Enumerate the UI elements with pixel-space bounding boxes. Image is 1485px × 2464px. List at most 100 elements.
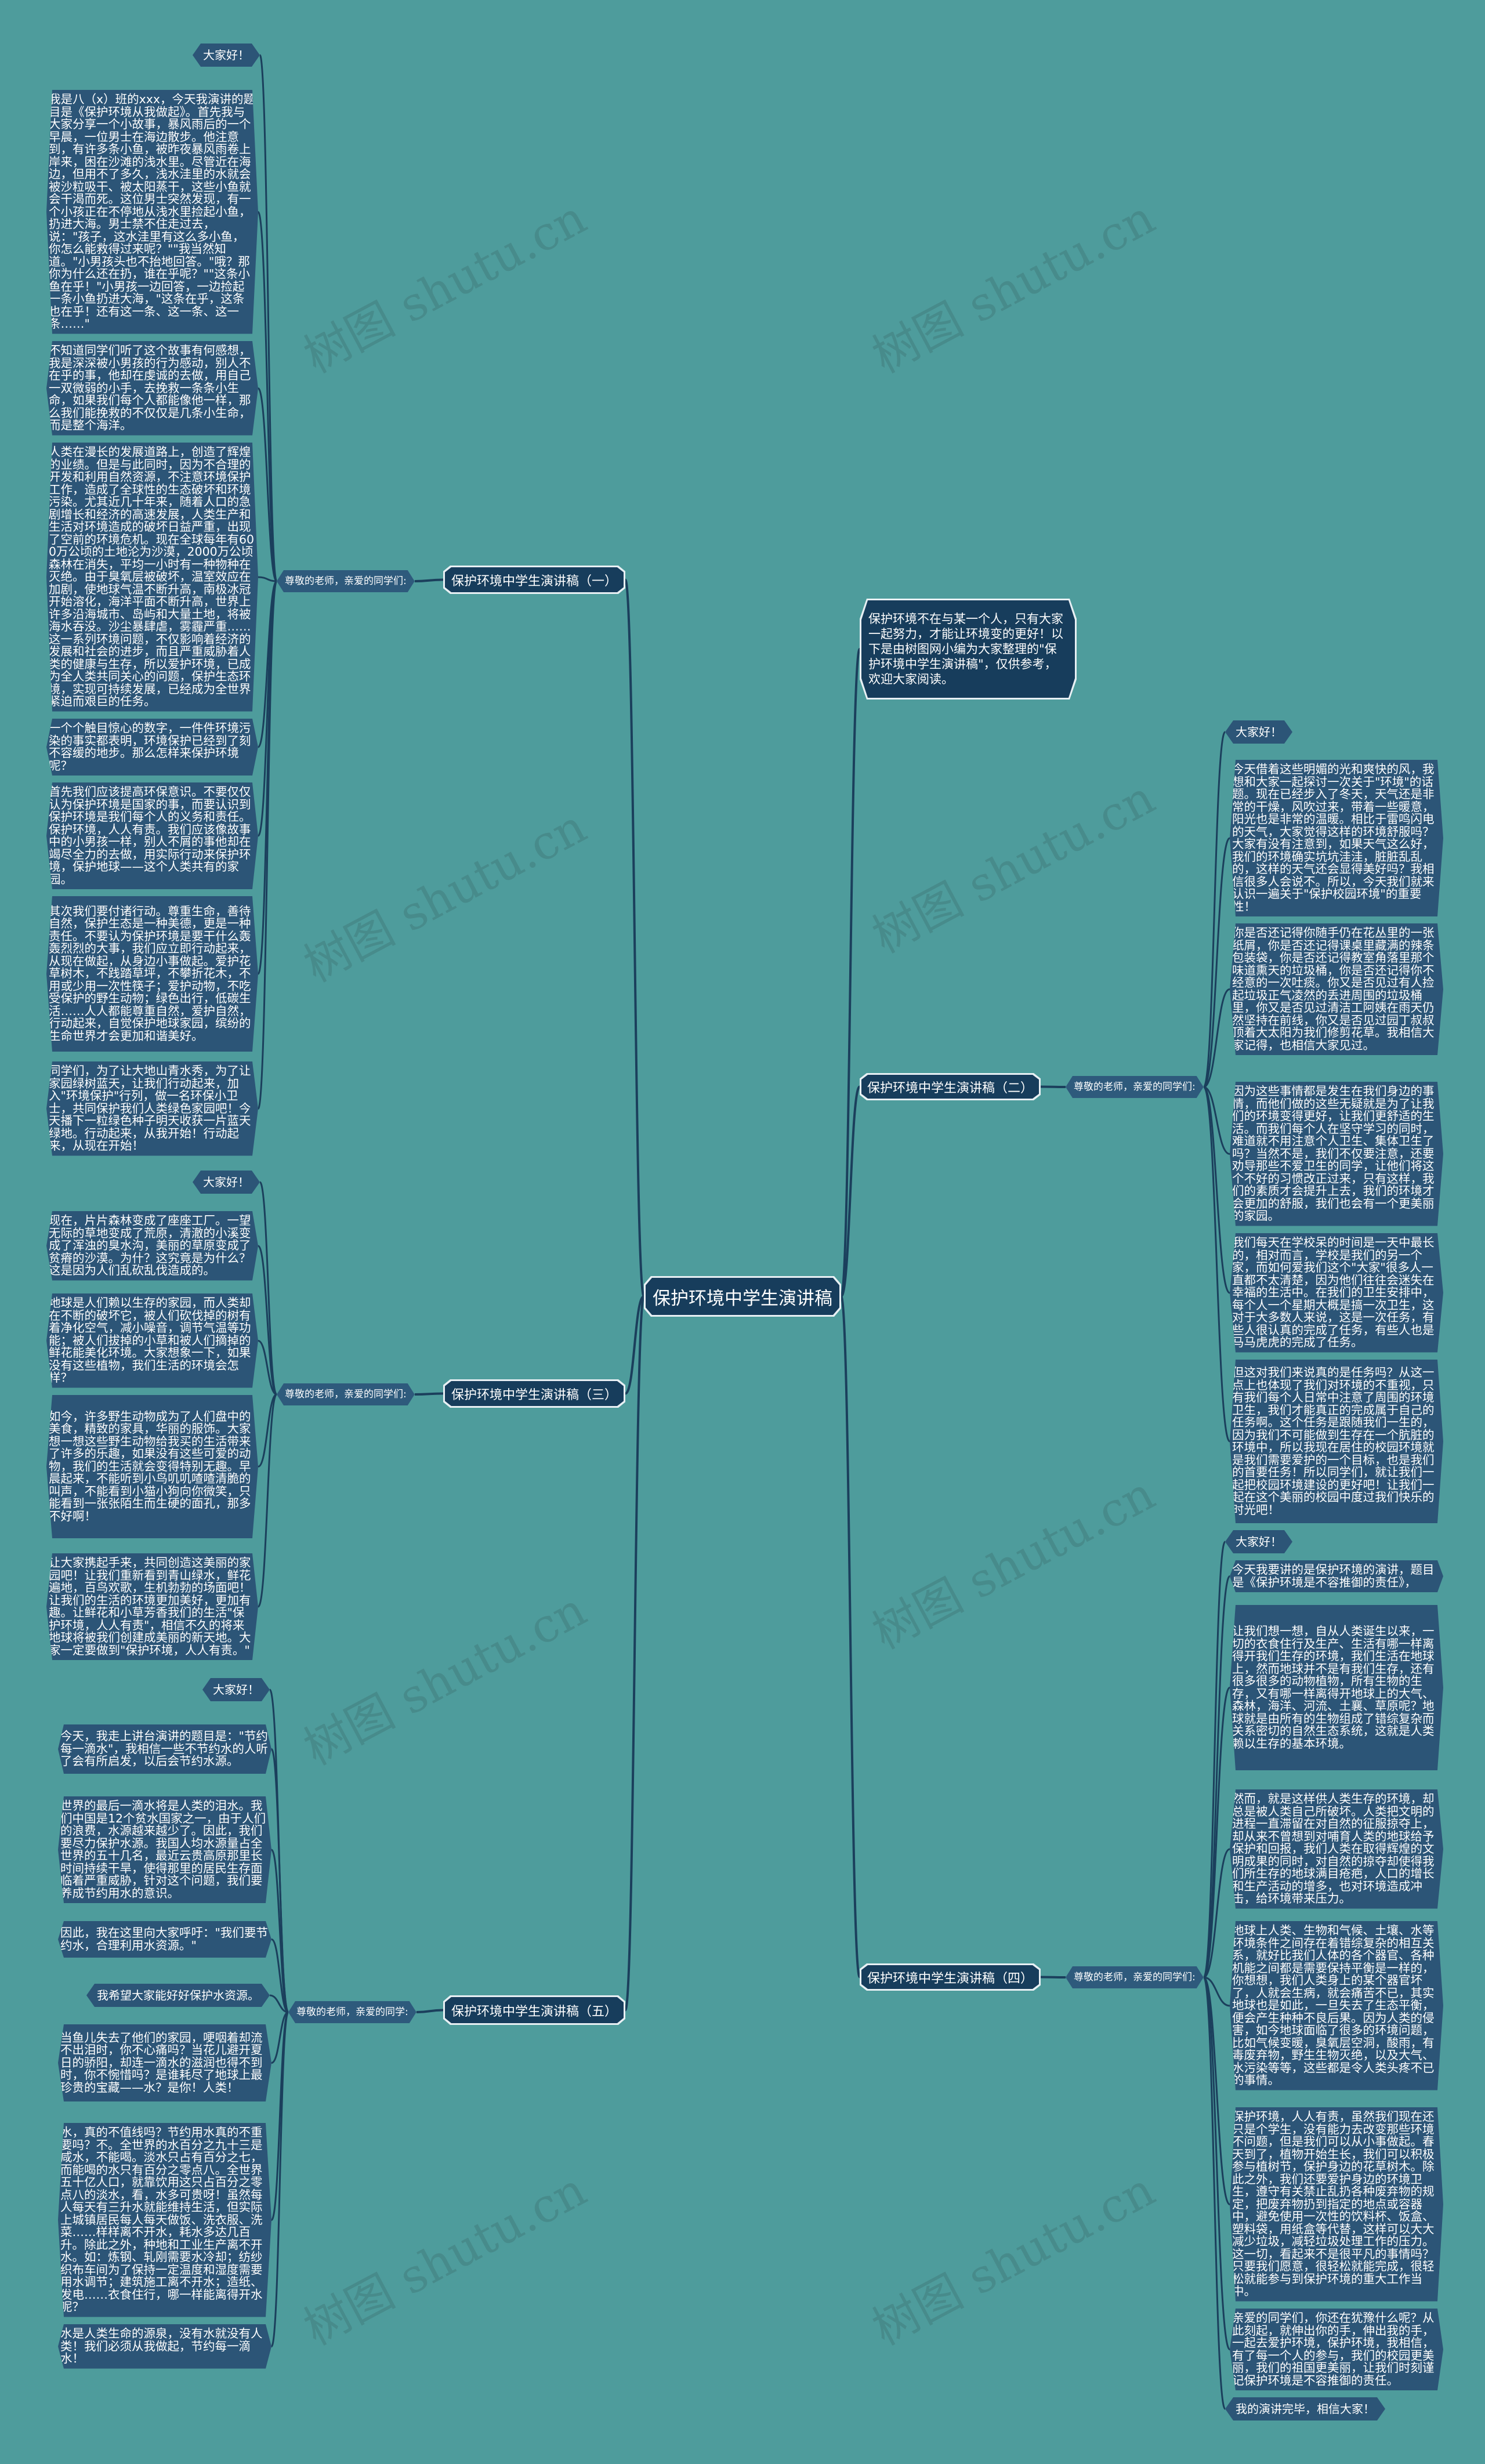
connector-line xyxy=(257,580,278,975)
paragraph-text: 我们每天在学校呆的时间是一天中最长的，相对而言，学校是我们的另一个家，而如何爱我… xyxy=(1232,1235,1435,1349)
connector-line xyxy=(624,1295,645,2012)
speech-paragraph[interactable]: 如今，许多野生动物成为了人们盘中的美食，精致的家具，华丽的服饰。大家想一想这些野… xyxy=(46,1395,258,1538)
speech-paragraph[interactable]: 首先我们应该提高环保意识。不要仅仅认为保护环境是国家的事，而要认识到保护环境是我… xyxy=(46,782,258,889)
paragraph-text: 保护环境，人人有责，虽然我们现在还只是个学生，没有能力去改变那些环境不问题，但是… xyxy=(1232,2110,1435,2298)
greeting-label[interactable]: 尊敬的老师，亲爱的同学们: xyxy=(1066,1966,1204,1988)
connector-line xyxy=(1203,1976,1226,2410)
paragraph-text: 不知道同学们听了这个故事有何感想，我是深深被小男孩的行为感动，别人不在乎的事，他… xyxy=(49,343,251,432)
speech-paragraph[interactable]: 当鱼儿失去了他们的家园，哽咽着却流不出泪时，你不心痛吗？当花儿避开夏日的骄阳，却… xyxy=(58,2024,271,2101)
paragraph-text: 因为这些事情都是发生在我们身边的事情，而他们做的这些无疑就是为了让我们的环境变得… xyxy=(1232,1084,1435,1223)
connector-line xyxy=(257,1393,278,1608)
connector-line xyxy=(1203,1848,1230,1979)
branch-title-2[interactable]: 保护环境中学生演讲稿（二） xyxy=(860,1073,1041,1100)
greeting-bubble[interactable]: 大家好！ xyxy=(193,44,260,67)
connector-line xyxy=(258,576,277,582)
connector-line xyxy=(840,648,861,1298)
paragraph-text: 现在，片片森林变成了座座工厂。一望无际的草地变成了荒原，清澈的小溪变成了浑浊的臭… xyxy=(49,1213,251,1277)
connector-line xyxy=(1203,1086,1231,1294)
greeting-bubble[interactable]: 大家好！ xyxy=(193,1171,260,1194)
greeting-bubble[interactable]: 大家好！ xyxy=(202,1678,270,1701)
connector-line xyxy=(258,1393,277,1467)
speech-paragraph[interactable]: 今天借着这些明媚的光和爽快的风，我想和大家一起探讨一次关于"环境"的话题。现在已… xyxy=(1230,760,1443,916)
paragraph-text: 水是人类生命的源泉，没有水就没有人类！我们必须从我做起，节约每一滴水！ xyxy=(60,2327,263,2365)
speech-paragraph[interactable]: 因此，我在这里向大家呼吁："我们要节约水，合理利用水资源。" xyxy=(58,1921,271,1958)
paragraph-text: 让大家携起手来，共同创造这美丽的家园吧！让我们重新看到青山绿水，鲜花遍地，百鸟欢… xyxy=(49,1556,251,1657)
paragraph-text: 其次我们要付诸行动。尊重生命，善待自然，保护生态是一种美德，更是一种责任。不要认… xyxy=(49,904,251,1043)
branch-title-1[interactable]: 保护环境中学生演讲稿（一） xyxy=(443,566,625,594)
speech-paragraph[interactable]: 地球是人们赖以生存的家园，而人类却在不断的破坏它，被人们砍伐掉的树有着净化空气，… xyxy=(46,1293,258,1388)
speech-paragraph[interactable]: 保护环境，人人有责，虽然我们现在还只是个学生，没有能力去改变那些环境不问题，但是… xyxy=(1230,2107,1443,2302)
branch-title-text: 保护环境中学生演讲稿（一） xyxy=(445,567,624,592)
branch-title-3[interactable]: 保护环境中学生演讲稿（三） xyxy=(443,1379,625,1408)
paragraph-text: 今天，我走上讲台演讲的题目是："节约每一滴水"，我相信一些不节约水的人听了会有所… xyxy=(60,1729,268,1769)
connector-line xyxy=(257,211,278,582)
connector-line xyxy=(624,578,645,1298)
speech-paragraph[interactable]: 但这对我们来说真的是任务吗？从这一点上也体现了我们对环境的不重视，只有我们每个人… xyxy=(1230,1360,1443,1523)
speech-paragraph[interactable]: 其次我们要付诸行动。尊重生命，善待自然，保护生态是一种美德，更是一种责任。不要认… xyxy=(46,896,258,1052)
paragraph-text: 世界的最后一滴水将是人类的泪水。我们中国是12个贫水国家之一，由于人们的浪费，水… xyxy=(60,1799,266,1900)
paragraph-text: 如今，许多野生动物成为了人们盘中的美食，精致的家具，华丽的服饰。大家想一想这些野… xyxy=(49,1409,251,1523)
paragraph-text: 你是否还记得你随手仍在花丛里的一张纸屑，你是否还记得课桌里藏满的辣条包装袋，你是… xyxy=(1232,926,1435,1052)
speech-paragraph[interactable]: 一个个触目惊心的数字，一件件环境污染的事实都表明，环境保护已经到了刻不容缓的地步… xyxy=(46,719,258,776)
speech-paragraph[interactable]: 让我们想一想，自从人类诞生以来，一切的衣食住行及生产、生活有哪一样离得开我们生存… xyxy=(1230,1605,1443,1770)
connector-line xyxy=(257,387,278,582)
connector-line xyxy=(624,1295,645,1395)
paragraph-text: 因此，我在这里向大家呼吁："我们要节约水，合理利用水资源。" xyxy=(60,1926,268,1952)
speech-paragraph[interactable]: 今天，我走上讲台演讲的题目是："节约每一滴水"，我相信一些不节约水的人听了会有所… xyxy=(58,1724,271,1774)
root-topic[interactable]: 保护环境中学生演讲稿 xyxy=(644,1276,841,1317)
paragraph-text: 今天我要讲的是保护环境的演讲，题目是《保护环境是不容推御的责任》， xyxy=(1232,1563,1435,1589)
connector-line xyxy=(1040,1085,1066,1088)
connector-line xyxy=(840,1295,861,1979)
branch-title-4[interactable]: 保护环境中学生演讲稿（四） xyxy=(860,1963,1041,1991)
connector-line xyxy=(257,1245,278,1396)
closing-bubble[interactable]: 我的演讲完毕，相信大家！ xyxy=(1225,2397,1385,2420)
connector-line xyxy=(259,54,278,582)
speech-paragraph[interactable]: 我是八（x）班的xxx，今天我演讲的题目是《保护环境从我做起》。首先我与大家分享… xyxy=(46,90,258,334)
speech-paragraph[interactable]: 让大家携起手来，共同创造这美丽的家园吧！让我们重新看到青山绿水，鲜花遍地，百鸟欢… xyxy=(46,1553,258,1660)
intro-text: 保护环境不在与某一个人，只有大家一起努力，才能让环境变的更好！以下是由树图网小编… xyxy=(861,600,1075,698)
connector-line xyxy=(1203,988,1230,1088)
speech-bubble[interactable]: 我希望大家能好好保护水资源。 xyxy=(86,1984,270,2007)
branch-title-text: 保护环境中学生演讲稿（二） xyxy=(861,1075,1039,1099)
paragraph-text: 首先我们应该提高环保意识。不要仅仅认为保护环境是国家的事，而要认识到保护环境是我… xyxy=(49,785,251,886)
speech-paragraph[interactable]: 同学们，为了让大地山青水秀，为了让家园绿树蓝天，让我们行动起来，加入"环境保护"… xyxy=(46,1061,258,1156)
speech-paragraph[interactable]: 世界的最后一滴水将是人类的泪水。我们中国是12个贫水国家之一，由于人们的浪费，水… xyxy=(58,1796,271,1903)
speech-paragraph[interactable]: 不知道同学们听了这个故事有何感想，我是深深被小男孩的行为感动，别人不在乎的事，他… xyxy=(46,341,258,436)
speech-paragraph[interactable]: 地球上人类、生物和气候、土壤、水等环境条件之间存在着错综复杂的相互关系，就好比我… xyxy=(1230,1921,1443,2090)
paragraph-text: 让我们想一想，自从人类诞生以来，一切的衣食住行及生产、生活有哪一样离得开我们生存… xyxy=(1232,1624,1435,1751)
greeting-bubble[interactable]: 大家好！ xyxy=(1225,720,1292,744)
paragraph-text: 当鱼儿失去了他们的家园，哽咽着却流不出泪时，你不心痛吗？当花儿避开夏日的骄阳，却… xyxy=(60,2030,263,2095)
connector-line xyxy=(269,1994,289,2013)
greeting-bubble[interactable]: 大家好！ xyxy=(1225,1530,1292,1553)
connector-line xyxy=(259,1181,278,1396)
connector-line xyxy=(271,1938,289,2013)
branch-title-text: 保护环境中学生演讲稿（五） xyxy=(445,1997,624,2023)
speech-paragraph[interactable]: 你是否还记得你随手仍在花丛里的一张纸屑，你是否还记得课桌里藏满的辣条包装袋，你是… xyxy=(1230,923,1443,1055)
paragraph-text: 地球是人们赖以生存的家园，而人类却在不断的破坏它，被人们砍伐掉的树有着净化空气，… xyxy=(49,1296,251,1385)
branch-title-5[interactable]: 保护环境中学生演讲稿（五） xyxy=(443,1995,625,2025)
branch-title-text: 保护环境中学生演讲稿（四） xyxy=(861,1965,1039,1989)
connector-line xyxy=(840,1085,861,1298)
greeting-label[interactable]: 尊敬的老师，亲爱的同学: xyxy=(288,2001,416,2023)
connector-line xyxy=(414,1392,444,1396)
speech-paragraph[interactable]: 我们每天在学校呆的时间是一天中最长的，相对而言，学校是我们的另一个家，而如何爱我… xyxy=(1230,1233,1443,1353)
speech-paragraph[interactable]: 水是人类生命的源泉，没有水就没有人类！我们必须从我做起，节约每一滴水！ xyxy=(58,2324,271,2369)
intro-node[interactable]: 保护环境不在与某一个人，只有大家一起努力，才能让环境变的更好！以下是由树图网小编… xyxy=(860,599,1077,700)
speech-paragraph[interactable]: 因为这些事情都是发生在我们身边的事情，而他们做的这些无疑就是为了让我们的环境变得… xyxy=(1230,1082,1443,1226)
speech-paragraph[interactable]: 亲爱的同学们，你还在犹豫什么呢？从此刻起，就伸出你的手，伸出我的手，一起去爱护环… xyxy=(1230,2309,1443,2390)
connector-line xyxy=(1203,837,1231,1088)
branch-title-text: 保护环境中学生演讲稿（三） xyxy=(445,1381,624,1406)
greeting-label[interactable]: 尊敬的老师，亲爱的同学们: xyxy=(277,1383,415,1405)
root-title: 保护环境中学生演讲稿 xyxy=(646,1278,839,1315)
speech-paragraph[interactable]: 水，真的不值线吗？节约用水真的不重要吗？不。全世界的水百分之九十三是咸水，不能喝… xyxy=(58,2123,271,2317)
speech-paragraph[interactable]: 然而，就是这样供人类生存的环境，却总是被人类自己所破坏。人类把文明的进程一直滞留… xyxy=(1230,1789,1443,1909)
speech-paragraph[interactable]: 人类在漫长的发展道路上，创造了辉煌的业绩。但是与此同时，因为不合理的开发和利用自… xyxy=(46,443,258,712)
speech-paragraph[interactable]: 现在，片片森林变成了座座工厂。一望无际的草地变成了荒原，清澈的小溪变成了浑浊的臭… xyxy=(46,1211,258,1281)
speech-paragraph[interactable]: 今天我要讲的是保护环境的演讲，题目是《保护环境是不容推御的责任》， xyxy=(1230,1560,1443,1592)
greeting-label[interactable]: 尊敬的老师，亲爱的同学们: xyxy=(277,570,415,592)
connector-line xyxy=(257,580,278,1110)
greeting-label[interactable]: 尊敬的老师，亲爱的同学们: xyxy=(1066,1076,1204,1098)
connector-line xyxy=(414,578,444,582)
connector-line xyxy=(271,2011,289,2064)
connector-line xyxy=(1203,1976,1230,2007)
